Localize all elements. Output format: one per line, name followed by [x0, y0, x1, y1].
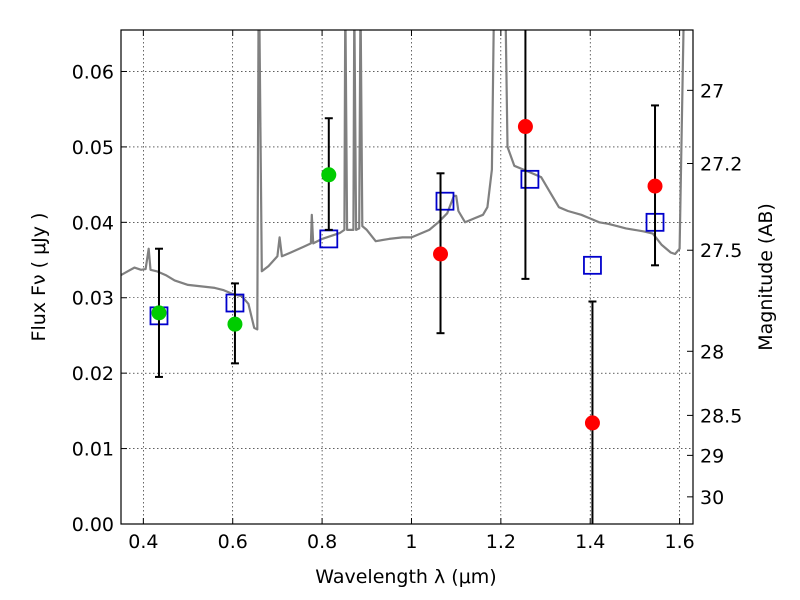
right-tick-label: 28 [700, 341, 724, 363]
red-data-point [517, 119, 533, 135]
red-data-point [584, 415, 600, 431]
y-axis-label: Flux Fν ( μJy ) [28, 213, 50, 342]
right-tick-label: 29 [700, 445, 724, 467]
x-tick-label: 1.2 [486, 531, 516, 553]
x-tick-label: 1.6 [664, 531, 694, 553]
x-tick-label: 0.4 [128, 531, 158, 553]
model-square-point [435, 191, 455, 211]
right-tick-label: 27.2 [700, 153, 742, 175]
x-tick-label: 1.4 [575, 531, 605, 553]
right-tick-label: 27.5 [700, 240, 742, 262]
y-tick-label: 0.03 [72, 288, 114, 310]
y-tick-label: 0.04 [72, 212, 114, 234]
red-data-point [433, 246, 449, 262]
model-square-point [520, 169, 540, 189]
red-data-point [647, 178, 663, 194]
green-data-point [321, 167, 337, 183]
x-axis-label: Wavelength λ (μm) [315, 566, 496, 588]
green-data-point [151, 305, 167, 321]
right-tick-label: 30 [700, 487, 724, 509]
green-data-point [227, 316, 243, 332]
right-axis-label: Magnitude (AB) [755, 203, 777, 351]
axis-ticks: 0.4 0.6 0.8 1 1.2 1.4 1.6 0.00 0.01 0.02 0.03 0.04 0… [72, 30, 742, 553]
plot-frame [120, 29, 694, 525]
plot-area [121, 30, 685, 524]
x-tick-label: 1 [405, 531, 417, 553]
y-tick-label: 0.05 [72, 137, 114, 159]
x-tick-label: 0.6 [218, 531, 248, 553]
model-square-point [583, 255, 602, 275]
x-tick-label: 0.8 [307, 531, 337, 553]
right-tick-label: 27 [700, 80, 724, 102]
y-tick-label: 0.00 [72, 514, 114, 536]
right-tick-label: 28.5 [700, 405, 742, 427]
y-tick-label: 0.01 [72, 439, 114, 461]
y-tick-label: 0.06 [72, 61, 114, 83]
y-tick-label: 0.02 [72, 363, 114, 385]
